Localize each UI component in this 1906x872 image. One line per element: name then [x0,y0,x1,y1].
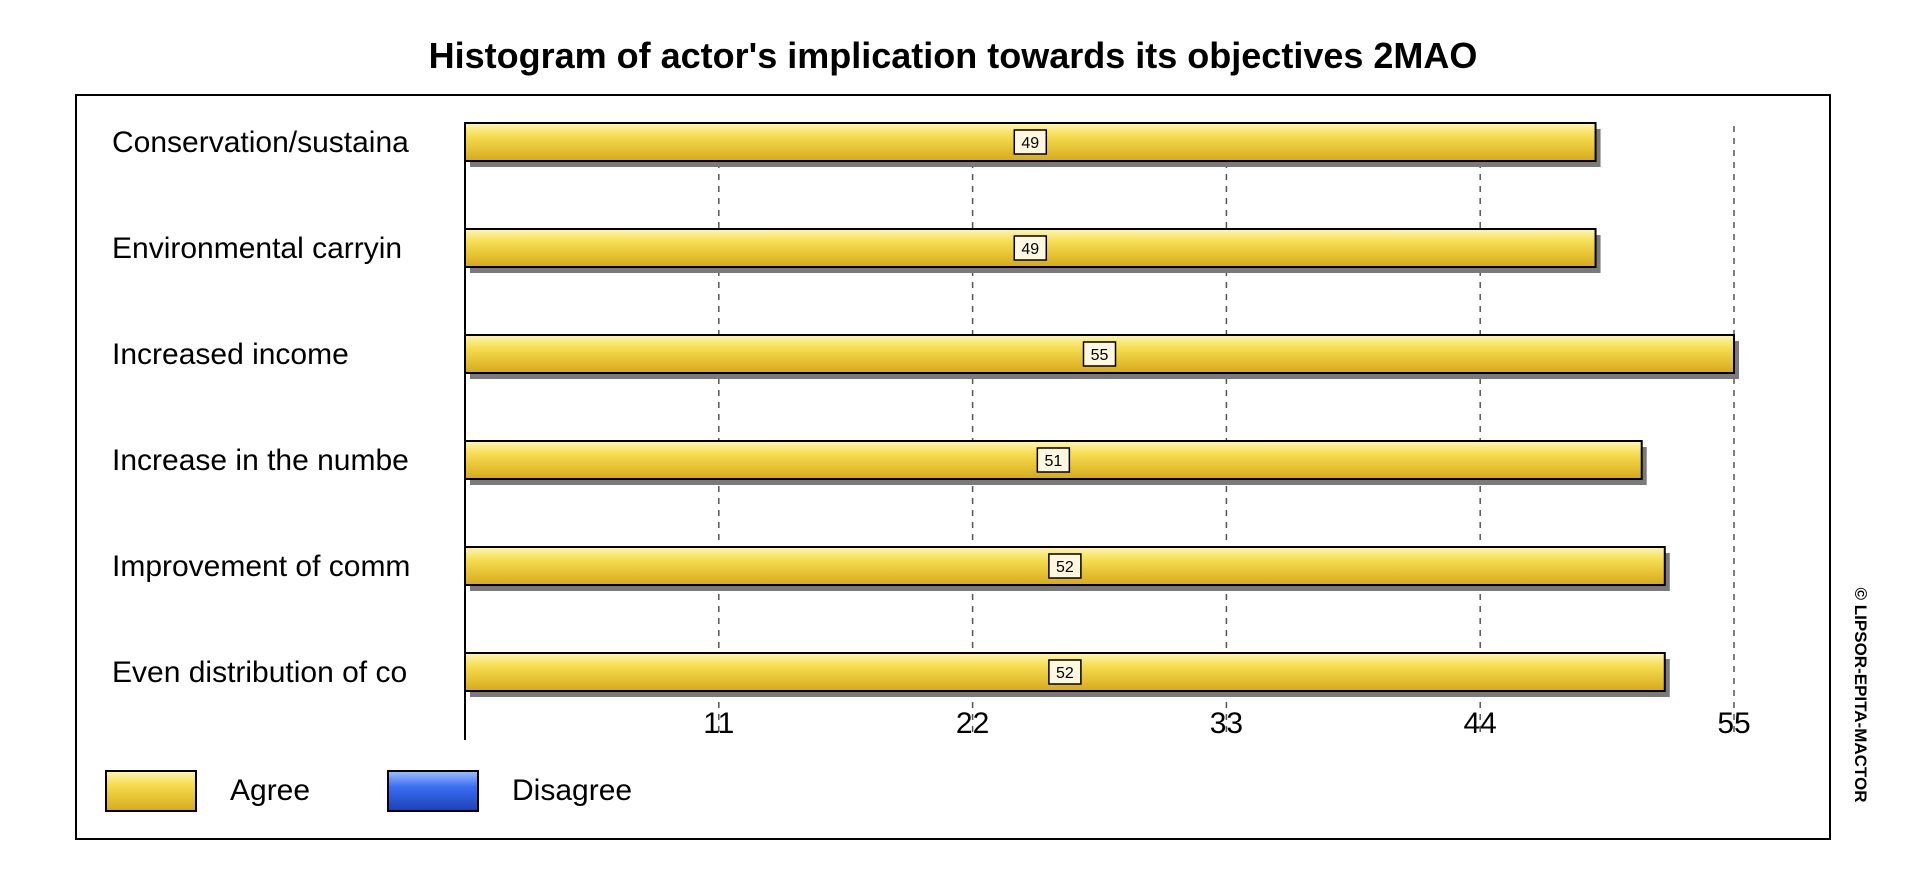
bar-group: 55 [464,334,1739,379]
data-label: 52 [1056,559,1074,576]
data-label: 49 [1021,241,1039,258]
category-label: Improvement of comm [112,550,410,583]
category-label: Conservation/sustaina [112,126,409,159]
bar-group: 52 [464,546,1670,591]
category-label: Increased income [112,338,349,371]
data-label-box [1082,341,1117,367]
x-tick-label: 44 [1464,707,1497,740]
data-label-box [1013,129,1048,155]
data-label: 52 [1056,665,1074,682]
category-label: Environmental carryin [112,232,402,265]
legend-label-agree: Agree [230,774,310,807]
legend-swatch-disagree [387,770,479,812]
legend-swatch-agree [105,770,197,812]
x-tick-label: 33 [1210,707,1243,740]
bar-group: 51 [464,440,1647,485]
data-label: 55 [1091,347,1109,364]
credit-text: © LIPSOR-EPITA-MACTOR [1851,588,1870,803]
data-label-box [1036,447,1071,473]
chart-title: Histogram of actor's implication towards… [429,35,1478,76]
x-tick-label: 11 [703,707,734,740]
category-labels: Conservation/sustaina Environmental carry… [112,126,410,689]
bar-group: 49 [464,122,1601,167]
data-label: 49 [1021,135,1039,152]
legend: Agree Disagree [105,770,632,812]
legend-label-disagree: Disagree [512,774,632,807]
bar-group: 49 [464,228,1601,273]
category-label: Even distribution of co [112,656,407,689]
bars: 49 49 55 51 52 52 [464,122,1739,697]
x-tick-label: 55 [1717,707,1750,740]
data-label-box [1048,553,1082,579]
data-label-box [1048,659,1082,685]
x-tick-label: 22 [956,707,989,740]
x-axis-tick-labels: 11 22 33 44 55 [703,707,1750,740]
data-label-box [1013,235,1048,261]
category-label: Increase in the numbe [112,444,409,477]
data-label: 51 [1044,453,1062,470]
bar-group: 52 [464,652,1670,697]
